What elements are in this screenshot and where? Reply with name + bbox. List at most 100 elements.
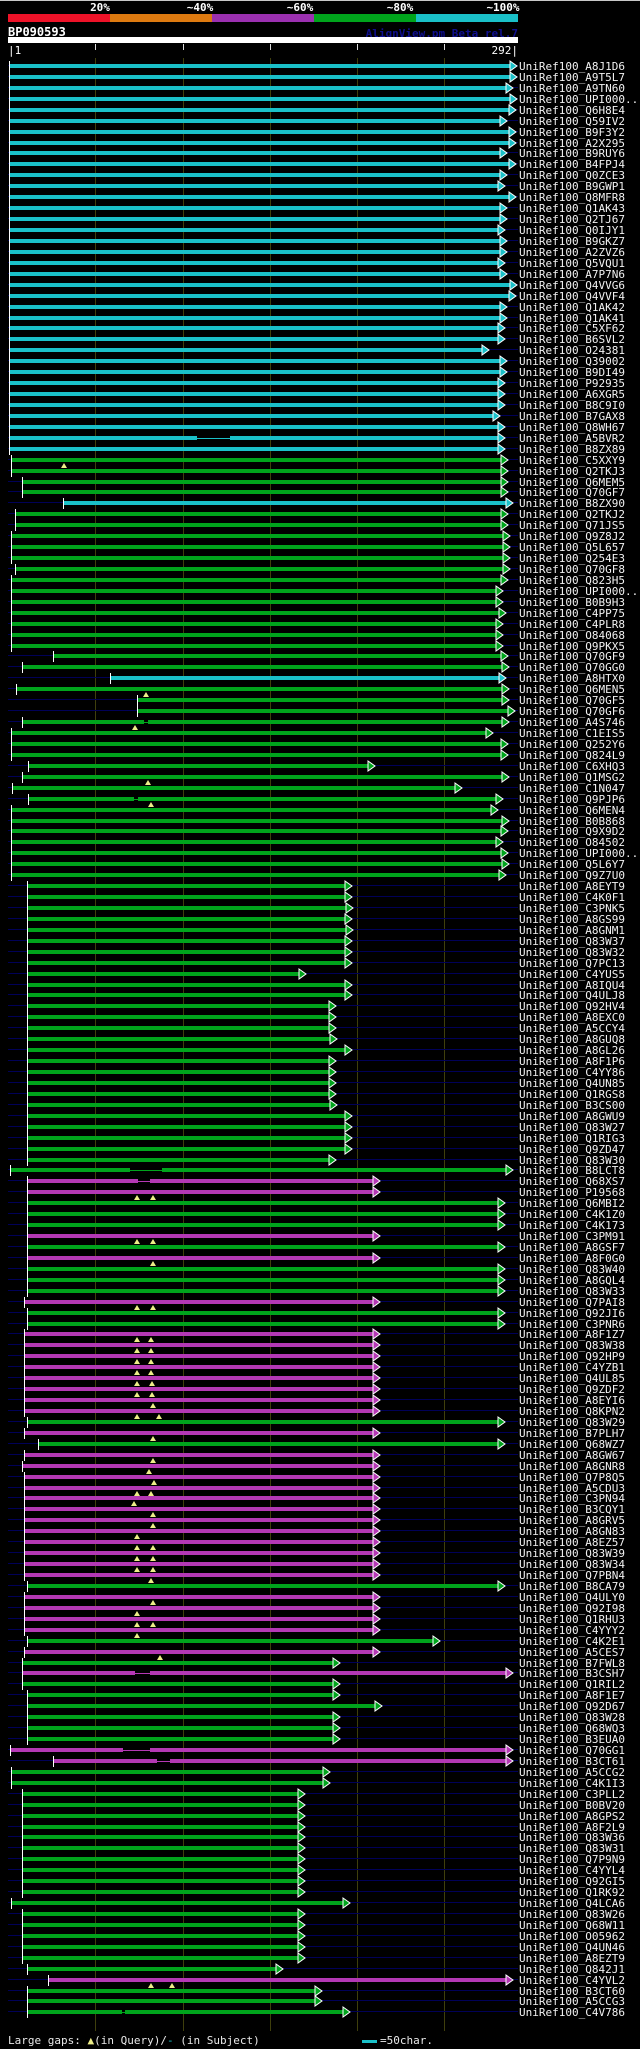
- hsp-bar[interactable]: [27, 1201, 499, 1205]
- hsp-bar[interactable]: [27, 1092, 330, 1096]
- hsp-bar[interactable]: [22, 1661, 334, 1665]
- hit-label[interactable]: UniRef100_A5BVR2: [519, 432, 625, 445]
- hit-label[interactable]: UniRef100_A8EYT9: [519, 880, 625, 893]
- hsp-bar[interactable]: [27, 1726, 334, 1730]
- hsp-bar[interactable]: [24, 1365, 374, 1369]
- hsp-bar[interactable]: [22, 1846, 299, 1850]
- hit-label[interactable]: UniRef100_C3PM91: [519, 1230, 625, 1243]
- hsp-bar[interactable]: [24, 1376, 374, 1380]
- hsp-bar[interactable]: [9, 195, 510, 199]
- hsp-bar[interactable]: [27, 1715, 334, 1719]
- hit-label[interactable]: UniRef100_A9TN60: [519, 82, 625, 95]
- hit-label[interactable]: UniRef100_Q1RIG3: [519, 1132, 625, 1145]
- hit-label[interactable]: UniRef100_A8EXC0: [519, 1011, 625, 1024]
- hsp-bar[interactable]: [24, 1496, 374, 1500]
- hsp-bar[interactable]: [9, 130, 510, 134]
- hsp-bar[interactable]: [11, 808, 492, 812]
- hsp-bar[interactable]: [9, 326, 499, 330]
- hsp-bar[interactable]: [27, 1584, 499, 1588]
- hsp-bar[interactable]: [28, 764, 369, 768]
- hsp-bar[interactable]: [27, 1136, 346, 1140]
- hit-label[interactable]: UniRef100_A8GNM1: [519, 924, 625, 937]
- hit-label[interactable]: UniRef100_B7PLH7: [519, 1427, 625, 1440]
- hit-label[interactable]: UniRef100_Q9X9D2: [519, 825, 625, 838]
- hit-label[interactable]: UniRef100_C4V786: [519, 2006, 625, 2019]
- hit-label[interactable]: UniRef100_Q92GI5: [519, 1875, 625, 1888]
- hsp-bar[interactable]: [15, 523, 502, 527]
- hit-label[interactable]: UniRef100_B4FPJ4: [519, 158, 625, 171]
- hit-label[interactable]: UniRef100_C4PLR8: [519, 618, 625, 631]
- hit-label[interactable]: UniRef100_Q4UN46: [519, 1941, 625, 1954]
- hit-label[interactable]: UniRef100_B8ZX89: [519, 443, 625, 456]
- hit-label[interactable]: UniRef100_Q83W28: [519, 1711, 625, 1724]
- hsp-bar[interactable]: [9, 151, 501, 155]
- hsp-bar[interactable]: [11, 742, 502, 746]
- hit-label[interactable]: UniRef100_B0B868: [519, 815, 625, 828]
- hsp-bar[interactable]: [9, 305, 501, 309]
- hit-label[interactable]: UniRef100_B3CSH7: [519, 1667, 625, 1680]
- hsp-bar[interactable]: [28, 797, 497, 801]
- hsp-bar[interactable]: [9, 370, 501, 374]
- hit-label[interactable]: UniRef100_C4K1Z0: [519, 1208, 625, 1221]
- hsp-bar[interactable]: [9, 239, 501, 243]
- hsp-bar[interactable]: [22, 1803, 299, 1807]
- hsp-bar[interactable]: [27, 1234, 374, 1238]
- hit-label[interactable]: UniRef100_Q9ZD47: [519, 1143, 625, 1156]
- hit-label[interactable]: UniRef100_Q68W11: [519, 1919, 625, 1932]
- hsp-bar[interactable]: [27, 1081, 330, 1085]
- hsp-bar[interactable]: [24, 1551, 374, 1555]
- hsp-bar[interactable]: [27, 906, 347, 910]
- hsp-bar[interactable]: [27, 1190, 374, 1194]
- hsp-bar[interactable]: [27, 1059, 330, 1063]
- hit-label[interactable]: UniRef100_A9T5L7: [519, 71, 625, 84]
- hit-label[interactable]: UniRef100_B9DI49: [519, 366, 625, 379]
- hsp-bar[interactable]: [27, 1048, 346, 1052]
- hsp-bar[interactable]: [22, 665, 503, 669]
- hit-label[interactable]: UniRef100_B6SVL2: [519, 333, 625, 346]
- hit-label[interactable]: UniRef100_A8F1E7: [519, 1689, 625, 1702]
- hsp-bar[interactable]: [27, 1420, 499, 1424]
- hit-label[interactable]: UniRef100_C4YYY2: [519, 1624, 625, 1637]
- hsp-bar[interactable]: [22, 1825, 299, 1829]
- hsp-bar[interactable]: [22, 720, 503, 724]
- hsp-bar[interactable]: [24, 1475, 374, 1479]
- hit-label[interactable]: UniRef100_Q68WZ7: [519, 1438, 625, 1451]
- hit-label[interactable]: UniRef100_O05962: [519, 1930, 625, 1943]
- hit-label[interactable]: UniRef100_B0BV20: [519, 1799, 625, 1812]
- hit-label[interactable]: UniRef100_C3PNK5: [519, 902, 625, 915]
- hit-label[interactable]: UniRef100_Q842J1: [519, 1963, 625, 1976]
- hsp-bar[interactable]: [9, 425, 499, 429]
- hit-label[interactable]: UniRef100_A8J1D6: [519, 60, 625, 73]
- hsp-bar[interactable]: [9, 272, 501, 276]
- hit-label[interactable]: UniRef100_Q4UL85: [519, 1372, 625, 1385]
- hit-label[interactable]: UniRef100_Q8WH67: [519, 421, 625, 434]
- hit-label[interactable]: UniRef100_Q4VVG6: [519, 279, 625, 292]
- hit-label[interactable]: UniRef100_Q83W39: [519, 1547, 625, 1560]
- hsp-bar[interactable]: [27, 1267, 499, 1271]
- hit-label[interactable]: UniRef100_Q6MBI2: [519, 1197, 625, 1210]
- hit-label[interactable]: UniRef100_A8EZT9: [519, 1952, 625, 1965]
- hit-label[interactable]: UniRef100_Q6H8E4: [519, 104, 625, 117]
- hit-label[interactable]: UniRef100_Q7PAI8: [519, 1296, 625, 1309]
- hsp-bar[interactable]: [9, 97, 511, 101]
- hsp-bar[interactable]: [22, 1923, 299, 1927]
- hsp-bar[interactable]: [48, 1978, 507, 1982]
- hit-label[interactable]: UniRef100_C5XF62: [519, 322, 625, 335]
- hit-label[interactable]: UniRef100_A8GS99: [519, 913, 625, 926]
- hsp-bar[interactable]: [27, 939, 346, 943]
- hit-label[interactable]: UniRef100_A5CCY4: [519, 1022, 625, 1035]
- hsp-bar[interactable]: [24, 1529, 374, 1533]
- hsp-bar[interactable]: [27, 1289, 499, 1293]
- hsp-bar[interactable]: [11, 1781, 324, 1785]
- hsp-bar[interactable]: [24, 1409, 374, 1413]
- hsp-bar[interactable]: [11, 611, 500, 615]
- hit-label[interactable]: UniRef100_Q83W38: [519, 1339, 625, 1352]
- hit-label[interactable]: UniRef100_C4PP75: [519, 607, 625, 620]
- hsp-bar[interactable]: [27, 1967, 277, 1971]
- hit-label[interactable]: UniRef100_Q4ULJ8: [519, 989, 625, 1002]
- hsp-bar[interactable]: [27, 1037, 331, 1041]
- hit-label[interactable]: UniRef100_Q83W30: [519, 1154, 625, 1167]
- hit-label[interactable]: UniRef100_Q83W27: [519, 1121, 625, 1134]
- hit-label[interactable]: UniRef100_B7GAX8: [519, 410, 625, 423]
- hsp-bar[interactable]: [24, 1354, 374, 1358]
